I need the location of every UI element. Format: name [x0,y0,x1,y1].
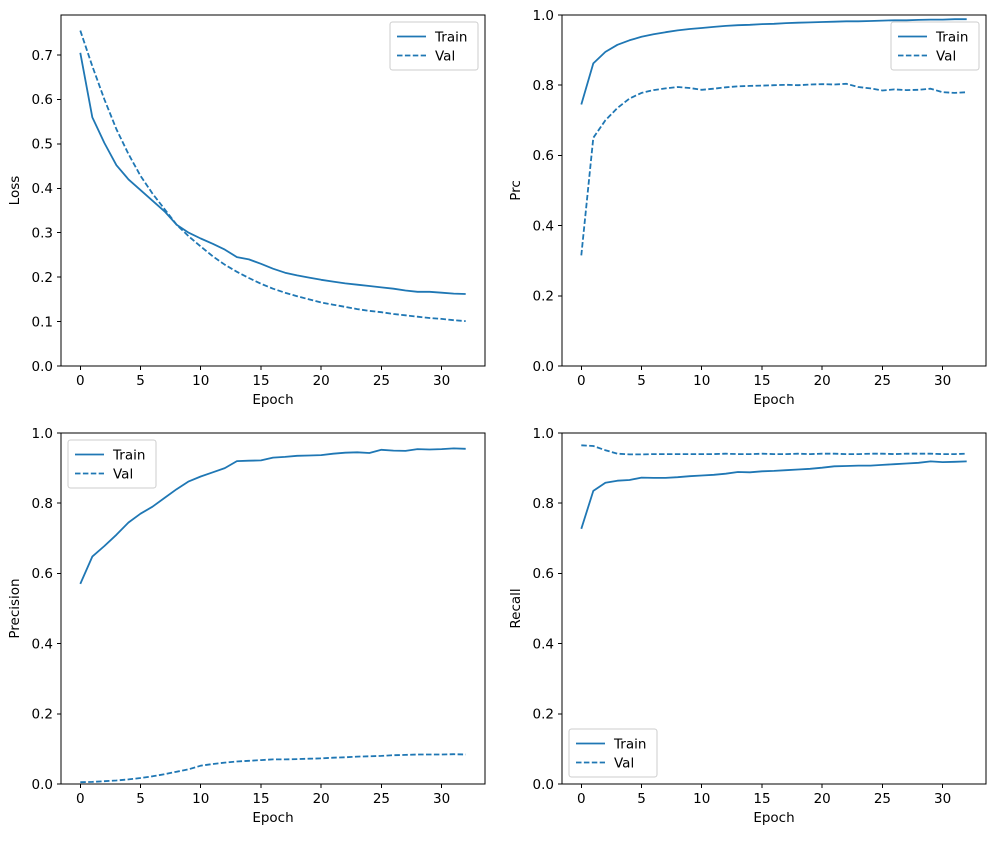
x-tick-label: 30 [934,791,951,807]
y-axis-label: Precision [7,578,23,638]
prc-plot: 0 5 10 15 20 25 30 0.0 0.2 0.4 0.6 0.8 1.0 Epoch Prc Tr… [508,8,987,408]
train-line [79,52,466,295]
axes-frame [60,14,486,367]
x-tick-label: 15 [753,373,770,389]
y-tick-label: 0.4 [533,218,554,234]
y-tick-label: 0.2 [533,707,554,723]
x-tick-label: 15 [753,791,770,807]
legend: Train Val [389,21,479,71]
y-tick-label: 0.3 [32,226,53,242]
y-tick-label: 0.0 [533,359,554,375]
y-tick-label: 0.2 [32,270,53,286]
y-tick-label: 0.0 [32,777,53,793]
y-tick-label: 0.5 [32,137,53,153]
y-tick-label: 0.4 [533,636,554,652]
x-tick-label: 5 [637,791,646,807]
val-line [80,753,466,784]
axes-frame [561,432,987,785]
x-tick-label: 30 [433,373,450,389]
x-tick-label: 15 [252,373,269,389]
axes-frame [561,14,987,367]
y-tick-label: 0.8 [533,78,554,94]
loss-plot: 0 5 10 15 20 25 30 0.0 0.1 0.2 0.3 0.4 0.5 0.6 0.7 Epoc… [7,14,486,408]
y-tick-label: 0.4 [32,636,53,652]
x-tick-label: 25 [874,373,891,389]
y-axis-label: Loss [7,176,23,206]
x-tick-label: 0 [76,373,85,389]
x-tick-label: 30 [934,373,951,389]
legend-frame [890,21,980,71]
y-axis-label: Recall [508,588,524,628]
x-tick-label: 20 [814,373,831,389]
x-tick-label: 5 [136,791,145,807]
y-tick-label: 0.6 [32,92,53,108]
y-tick-label: 0.0 [533,777,554,793]
train-line [79,447,466,585]
x-tick-label: 10 [693,373,710,389]
y-tick-label: 0.6 [32,566,53,582]
x-axis-label: Epoch [753,392,794,408]
legend-val-label: Val [614,755,634,771]
legend-val-label: Val [936,48,956,64]
val-line [79,30,466,322]
recall-plot: 0 5 10 15 20 25 30 0.0 0.2 0.4 0.6 0.8 1.0 Epoch Recal… [508,426,987,826]
x-tick-label: 25 [373,373,390,389]
x-tick-label: 0 [577,791,586,807]
y-tick-label: 0.4 [32,181,53,197]
y-tick-label: 1.0 [533,8,554,24]
legend-frame [568,728,658,778]
precision-plot: 0 5 10 15 20 25 30 0.0 0.2 0.4 0.6 0.8 1.0 Epoch Preci… [7,426,486,826]
x-tick-label: 5 [637,373,646,389]
x-tick-label: 30 [433,791,450,807]
axes-frame [60,432,486,785]
legend-train-label: Train [434,29,467,45]
x-tick-label: 5 [136,373,145,389]
legend-frame [389,21,479,71]
precision-chart: 0 5 10 15 20 25 30 0.0 0.2 0.4 0.6 0.8 1.0 Epoch Preci… [0,418,500,838]
y-tick-label: 0.6 [533,148,554,164]
x-tick-label: 20 [313,373,330,389]
legend: Train Val [890,21,980,71]
y-tick-label: 0.8 [32,496,53,512]
x-tick-label: 10 [693,791,710,807]
loss-chart: 0 5 10 15 20 25 30 0.0 0.1 0.2 0.3 0.4 0.5 0.6 0.7 Epoc… [0,0,500,420]
x-tick-label: 20 [313,791,330,807]
x-axis-label: Epoch [252,810,293,826]
y-tick-label: 0.2 [32,707,53,723]
val-line [580,82,967,256]
y-tick-label: 0.8 [533,496,554,512]
x-tick-label: 10 [192,791,209,807]
val-line [581,444,967,456]
x-tick-label: 10 [192,373,209,389]
y-tick-label: 1.0 [533,426,554,442]
legend: Train Val [67,439,157,489]
legend-frame [67,439,157,489]
x-tick-label: 25 [874,791,891,807]
x-axis-label: Epoch [753,810,794,826]
x-tick-label: 25 [373,791,390,807]
x-tick-label: 20 [814,791,831,807]
recall-chart: 0 5 10 15 20 25 30 0.0 0.2 0.4 0.6 0.8 1.0 Epoch Recal… [501,418,1001,838]
y-tick-label: 0.2 [533,289,554,305]
y-tick-label: 1.0 [32,426,53,442]
x-tick-label: 0 [577,373,586,389]
legend-train-label: Train [613,736,646,752]
legend-val-label: Val [435,48,455,64]
legend-train-label: Train [935,29,968,45]
x-tick-label: 0 [76,791,85,807]
y-tick-label: 0.6 [533,566,554,582]
x-tick-label: 15 [252,791,269,807]
y-tick-label: 0.0 [32,359,53,375]
legend-train-label: Train [112,447,145,463]
legend: Train Val [568,728,658,778]
y-axis-label: Prc [508,180,524,201]
legend-val-label: Val [113,466,133,482]
train-line [580,460,967,530]
train-line [580,18,967,105]
y-tick-label: 0.1 [32,314,53,330]
x-axis-label: Epoch [252,392,293,408]
prc-chart: 0 5 10 15 20 25 30 0.0 0.2 0.4 0.6 0.8 1.0 Epoch Prc Tr… [501,0,1001,420]
y-tick-label: 0.7 [32,48,53,64]
